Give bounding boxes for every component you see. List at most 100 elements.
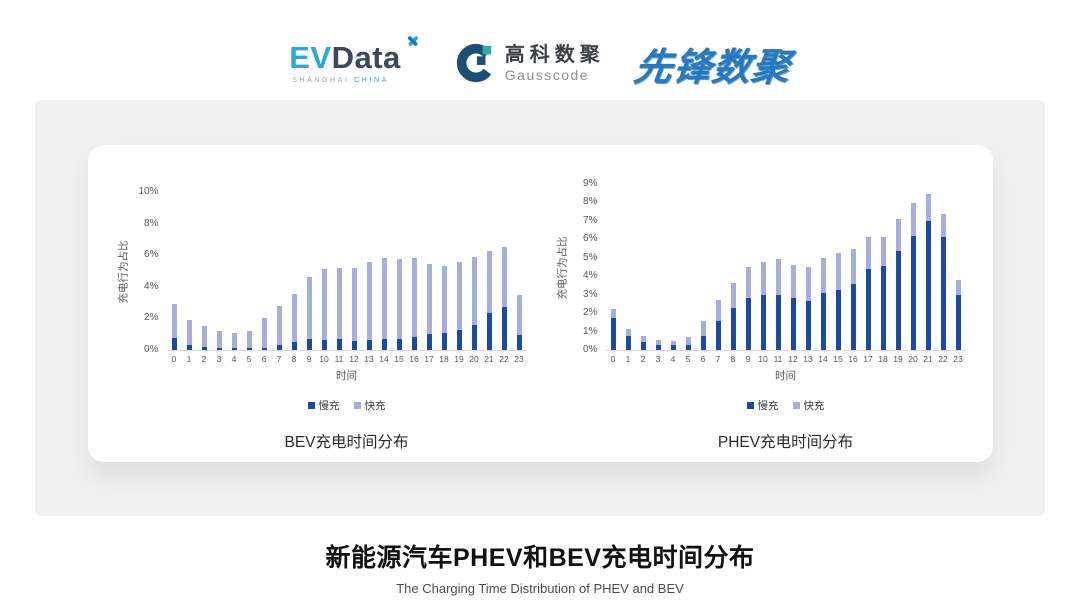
bar-segment-slow (501, 306, 507, 350)
bar-segment-fast (381, 258, 387, 339)
bar-group (512, 294, 527, 350)
evdata-subtext: SHANGHAI CHINA (292, 77, 389, 84)
bar-segment-slow (955, 294, 961, 350)
bar-segment-fast (610, 309, 616, 318)
x-tick-label: 13 (803, 354, 813, 364)
x-tick-label: 20 (908, 354, 918, 364)
bar-group (167, 304, 182, 350)
bar-group (392, 259, 407, 350)
y-tick-label: 8% (583, 196, 598, 208)
x-tick-label: 2 (640, 354, 646, 364)
bar-group (756, 261, 771, 350)
bar-segment-fast (715, 300, 721, 321)
bar-segment-slow (895, 251, 901, 350)
bar-segment-fast (351, 267, 357, 341)
x-tick-label: 5 (246, 354, 252, 364)
bar-group (816, 257, 831, 350)
bar-group (377, 258, 392, 350)
x-tick-label: 12 (349, 354, 359, 364)
x-tick-label: 1 (625, 354, 631, 364)
bar-group (347, 267, 362, 350)
phev-chart: 充电行为占比 0% 1% 2% 3% 4% 5% 6% 7% 8% 9% 0 1 2 3 4 5 6 7 8 9 10… (554, 179, 966, 452)
bev-y-axis-ticks: 0% 2% 4% 6% 8% 10% (131, 187, 167, 355)
bar-segment-slow (835, 290, 841, 350)
chart-card: 充电行为占比 0% 2% 4% 6% 8% 10% 0 1 2 3 4 5 6 7 8 9 10 11 12 13 1… (87, 145, 993, 462)
bar-segment-slow (655, 345, 661, 350)
bar-segment-fast (516, 294, 522, 335)
x-tick-label: 6 (261, 354, 267, 364)
bar-segment-slow (336, 338, 342, 350)
bar-segment-slow (685, 344, 691, 350)
x-tick-label: 9 (745, 354, 751, 364)
bar-segment-slow (700, 336, 706, 350)
bar-group (227, 332, 242, 350)
bar-group (182, 320, 197, 350)
x-tick-label: 17 (863, 354, 873, 364)
bev-chart-title: BEV充电时间分布 (284, 434, 409, 451)
bar-segment-slow (486, 312, 492, 350)
bar-group (801, 267, 816, 350)
bar-segment-slow (216, 348, 222, 350)
legend-label: 慢充 (757, 400, 779, 412)
legend-item: 快充 (353, 398, 386, 413)
bar-segment-slow (411, 337, 417, 350)
y-tick-label: 10% (138, 186, 159, 197)
bar-segment-slow (276, 344, 282, 350)
bar-group (197, 326, 212, 350)
bar-segment-slow (805, 301, 811, 350)
x-tick-label: 15 (394, 354, 404, 364)
bar-segment-slow (306, 338, 312, 350)
x-tick-label: 19 (454, 354, 464, 364)
bar-segment-slow (865, 268, 871, 350)
legend-item: 快充 (792, 398, 825, 413)
bar-segment-fast (880, 236, 886, 267)
bar-segment-slow (321, 339, 327, 350)
logo-header: EV Data SHANGHAI CHINA 高科数聚 Gausscode 先锋数… (0, 0, 1080, 100)
bar-segment-fast (321, 268, 327, 340)
xianfeng-logo: 先锋数聚 (631, 46, 794, 89)
bar-group (831, 253, 846, 350)
bar-segment-fast (486, 250, 492, 313)
bar-group (362, 261, 377, 350)
bar-segment-slow (231, 348, 237, 350)
bar-segment-fast (745, 267, 751, 299)
bar-group (771, 258, 786, 350)
bar-segment-slow (790, 298, 796, 350)
y-tick-label: 4% (583, 270, 598, 282)
bar-segment-fast (910, 203, 916, 236)
bar-segment-fast (700, 320, 706, 337)
bar-segment-fast (291, 293, 297, 343)
x-tick-label: 11 (773, 354, 783, 364)
bar-segment-fast (865, 236, 871, 269)
bar-group (666, 340, 681, 350)
bev-y-axis-title: 充电行为占比 (117, 240, 129, 304)
x-tick-label: 3 (655, 354, 661, 364)
phev-x-axis-title: 时间 (775, 370, 796, 382)
bar-group (861, 236, 876, 350)
bar-group (741, 267, 756, 350)
bar-segment-fast (471, 256, 477, 325)
bar-segment-fast (171, 304, 177, 339)
bar-group (302, 277, 317, 350)
bev-x-axis-ticks: 0 1 2 3 4 5 6 7 8 9 10 11 12 13 14 15 16 17 18 19 20 21 22 23 (167, 354, 527, 364)
y-tick-label: 0% (583, 344, 598, 355)
bar-segment-fast (760, 261, 766, 295)
x-tick-label: 10 (758, 354, 768, 364)
bar-segment-fast (456, 262, 462, 330)
y-tick-label: 3% (583, 288, 598, 300)
bar-segment-fast (186, 320, 192, 345)
x-tick-label: 9 (306, 354, 312, 364)
bar-group (317, 268, 332, 350)
x-tick-label: 0 (610, 354, 616, 364)
bar-segment-fast (670, 340, 676, 346)
evdata-logo: EV Data SHANGHAI CHINA (289, 36, 424, 84)
x-tick-label: 15 (833, 354, 843, 364)
bar-segment-fast (366, 261, 372, 340)
bar-group (906, 203, 921, 350)
bar-segment-slow (381, 338, 387, 350)
bar-group (786, 265, 801, 350)
bar-segment-fast (441, 266, 447, 333)
bar-segment-fast (790, 265, 796, 299)
bar-group (891, 219, 906, 350)
legend-label: 慢充 (318, 400, 340, 412)
